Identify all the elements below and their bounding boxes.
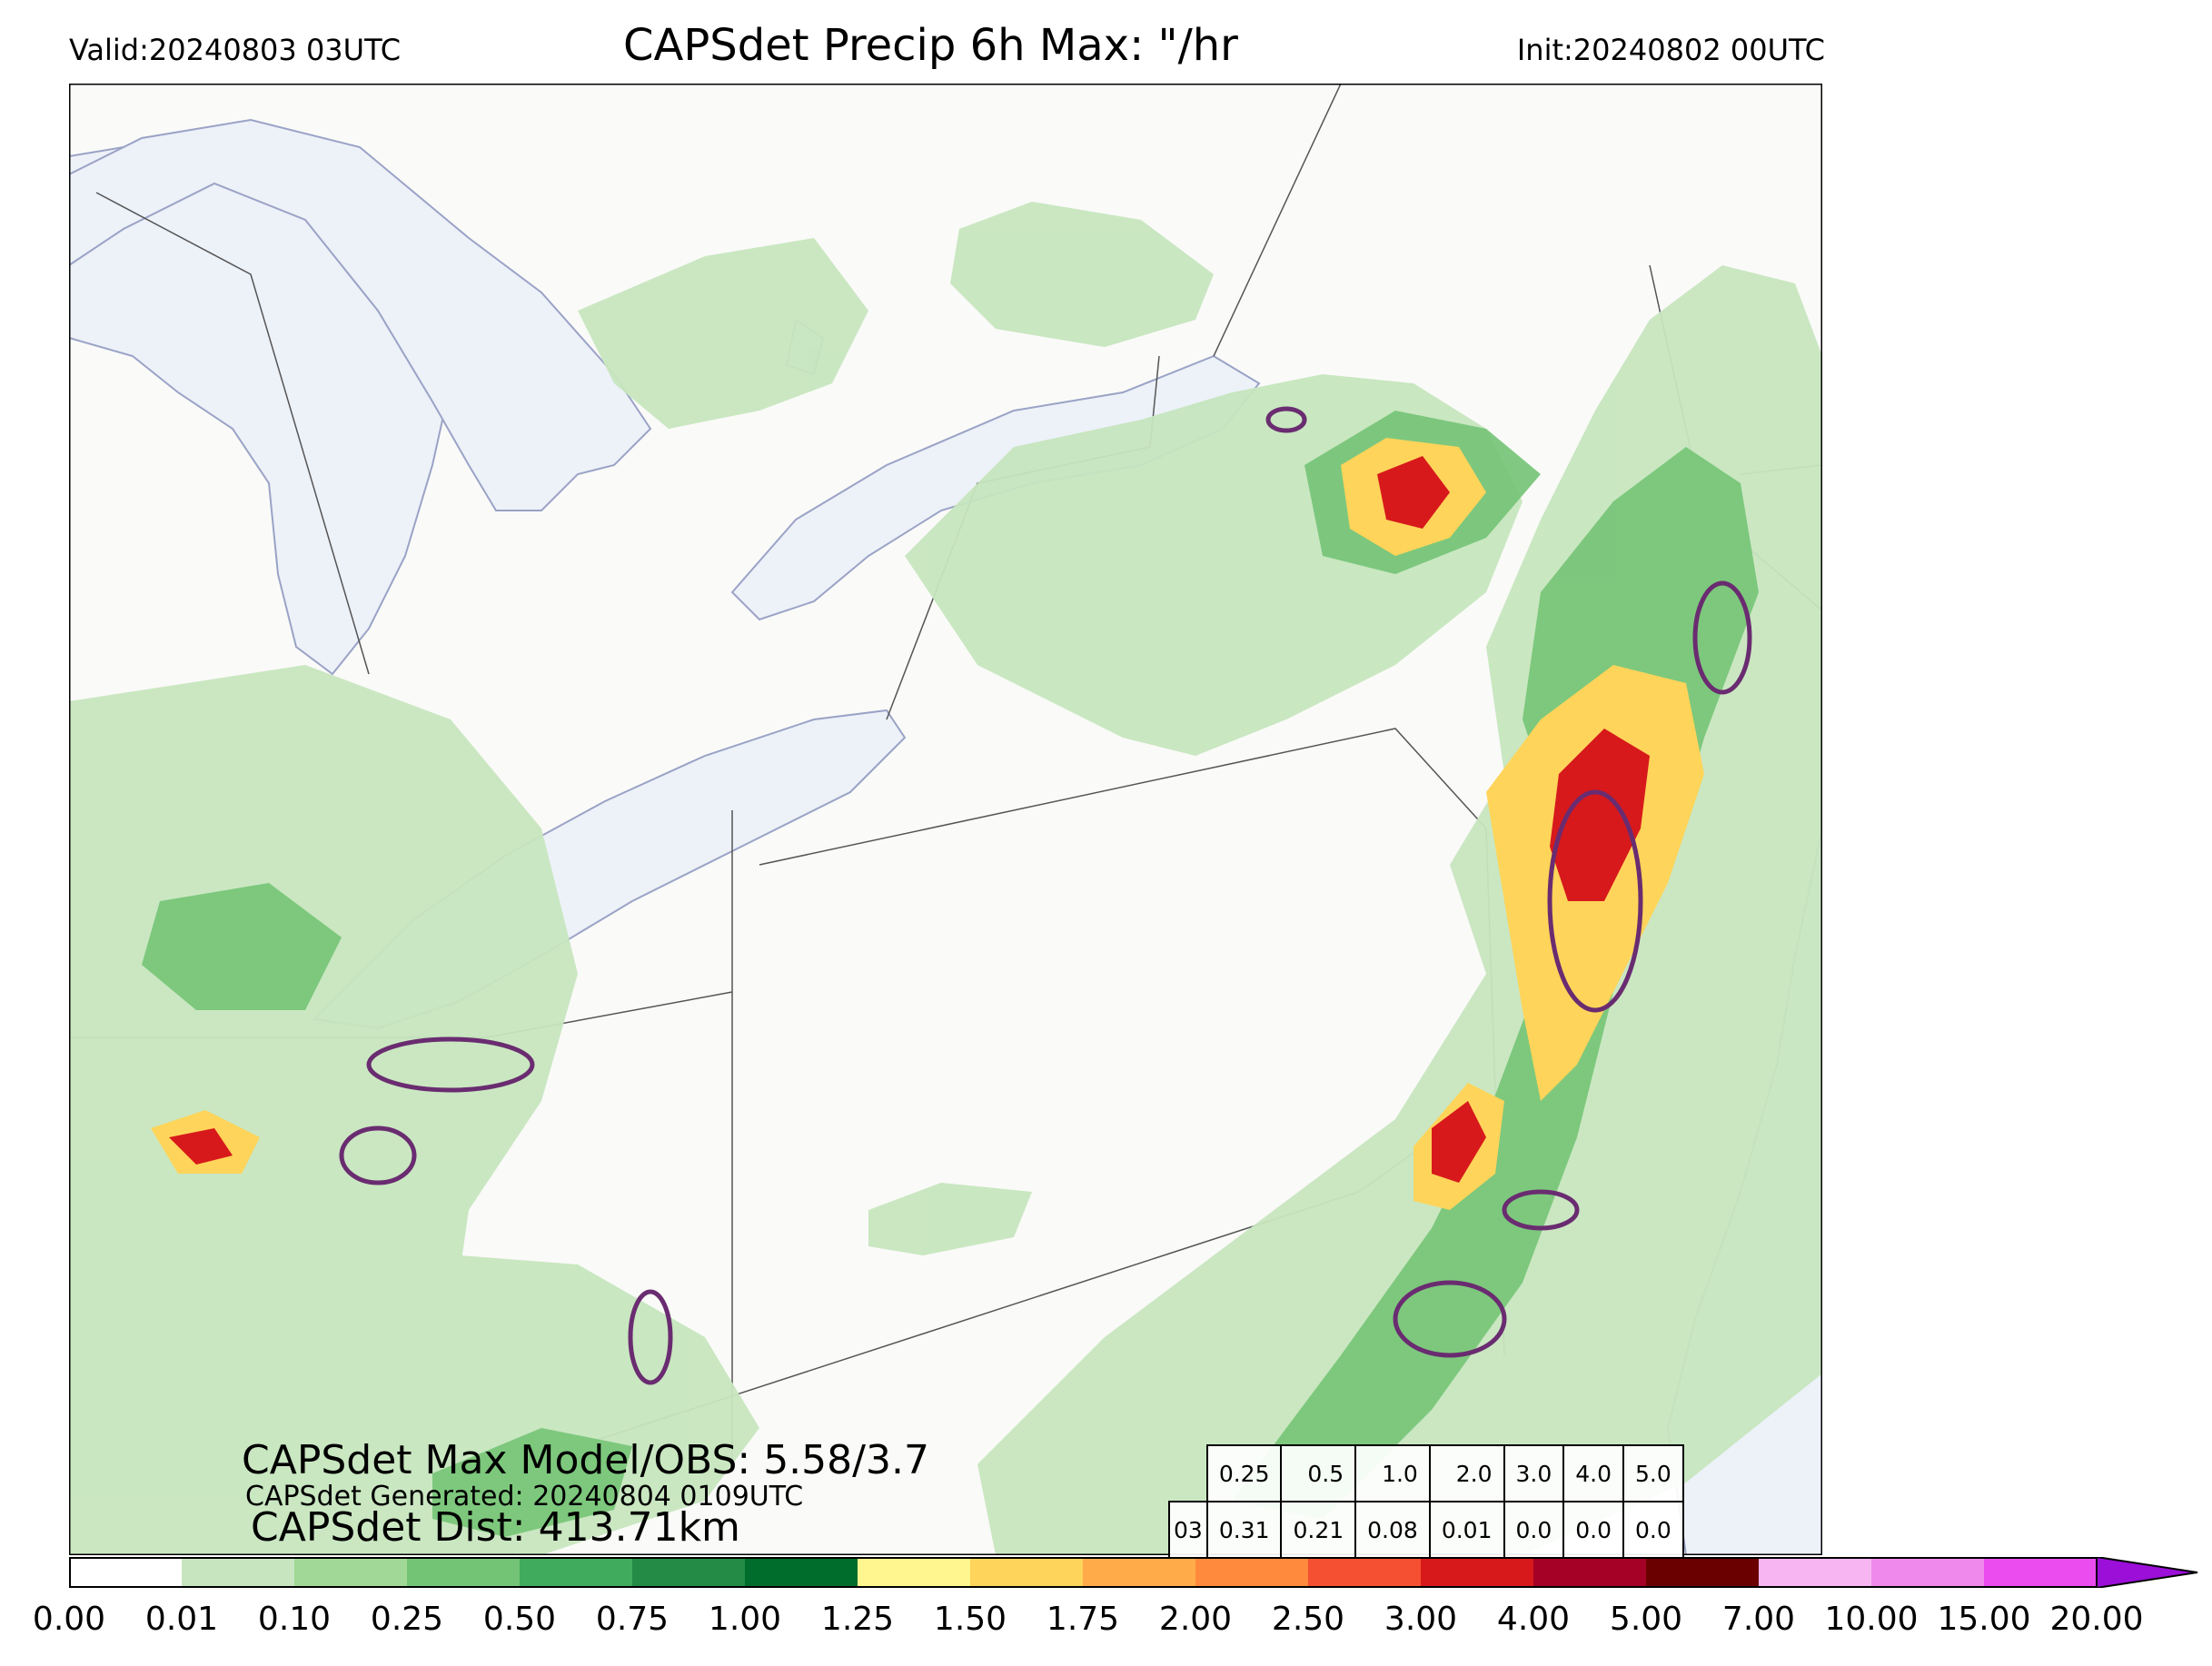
threshold-cell: 5.0 bbox=[1622, 1444, 1684, 1502]
colorbar-tick-label: 1.25 bbox=[820, 1601, 895, 1638]
colorbar-tick-label: 3.00 bbox=[1384, 1601, 1458, 1638]
colorbar-segment bbox=[1195, 1557, 1309, 1588]
init-time-label: Init:20240802 00UTC bbox=[1516, 33, 1825, 67]
colorbar-tick-label: 5.00 bbox=[1609, 1601, 1683, 1638]
colorbar-tick-label: 0.25 bbox=[370, 1601, 444, 1638]
value-cell: 0.08 bbox=[1354, 1501, 1431, 1559]
colorbar-tick-label: 7.00 bbox=[1721, 1601, 1796, 1638]
colorbar-segment bbox=[1984, 1557, 2098, 1588]
generated-text: CAPSdet Generated: 20240804 0109UTC bbox=[245, 1481, 804, 1512]
colorbar-segment bbox=[1308, 1557, 1422, 1588]
colorbar-segment bbox=[182, 1557, 295, 1588]
colorbar-frame bbox=[69, 1557, 2098, 1588]
colorbar-tick-label: 15.00 bbox=[1937, 1601, 2031, 1638]
colorbar-tick-label: 10.00 bbox=[1824, 1601, 1919, 1638]
threshold-cell: 0.25 bbox=[1205, 1444, 1283, 1502]
colorbar-extend-arrow bbox=[2096, 1557, 2198, 1588]
colorbar-tick-label: 1.75 bbox=[1046, 1601, 1120, 1638]
colorbar-segment bbox=[1646, 1557, 1760, 1588]
colorbar-segment bbox=[1533, 1557, 1647, 1588]
colorbar-tick-label: 20.00 bbox=[2049, 1601, 2144, 1638]
colorbar-segment bbox=[407, 1557, 521, 1588]
colorbar-tick-label: 4.00 bbox=[1496, 1601, 1571, 1638]
lake-huron bbox=[69, 118, 652, 511]
colorbar-segment bbox=[1759, 1557, 1872, 1588]
threshold-cell: 1.0 bbox=[1354, 1444, 1431, 1502]
threshold-stats-table: 0.25 0.5 1.0 2.0 3.0 4.0 5.0 03 0.31 0.2… bbox=[1168, 1444, 1684, 1559]
model-precip-extreme bbox=[169, 456, 1650, 1183]
value-cell: 0.0 bbox=[1503, 1501, 1565, 1559]
colorbar-tick-label: 2.00 bbox=[1158, 1601, 1233, 1638]
valid-time-label: Valid:20240803 03UTC bbox=[69, 33, 402, 67]
colorbar-tick-label: 0.75 bbox=[595, 1601, 670, 1638]
threshold-cell: 3.0 bbox=[1503, 1444, 1565, 1502]
threshold-cell: 0.5 bbox=[1280, 1444, 1357, 1502]
value-row: 03 0.31 0.21 0.08 0.01 0.0 0.0 0.0 bbox=[1168, 1501, 1684, 1559]
obs-contours bbox=[339, 406, 1752, 1385]
threshold-row: 0.25 0.5 1.0 2.0 3.0 4.0 5.0 bbox=[1169, 1444, 1684, 1502]
colorbar-segment bbox=[970, 1557, 1084, 1588]
colorbar-segment bbox=[69, 1557, 183, 1588]
colorbar-segment bbox=[1871, 1557, 1985, 1588]
value-cell: 0.21 bbox=[1280, 1501, 1357, 1559]
colorbar-segment bbox=[745, 1557, 858, 1588]
value-cell: 0.01 bbox=[1428, 1501, 1505, 1559]
distance-text: CAPSdet Dist: 413.71km bbox=[251, 1504, 740, 1551]
value-cell: 0.0 bbox=[1622, 1501, 1684, 1559]
colorbar-tick-label: 1.50 bbox=[933, 1601, 1007, 1638]
row-label: 03 bbox=[1168, 1501, 1208, 1559]
colorbar-segment bbox=[858, 1557, 971, 1588]
colorbar-tick-label: 1.00 bbox=[708, 1601, 782, 1638]
max-model-obs-text: CAPSdet Max Model/OBS: 5.58/3.7 bbox=[242, 1437, 929, 1483]
colorbar-segment bbox=[1083, 1557, 1196, 1588]
colorbar-tick-label: 0.10 bbox=[257, 1601, 332, 1638]
precip-map bbox=[69, 84, 1822, 1555]
colorbar-tick-label: 2.50 bbox=[1271, 1601, 1345, 1638]
colorbar-segment bbox=[1421, 1557, 1534, 1588]
colorbar-segment bbox=[520, 1557, 633, 1588]
value-cell: 0.31 bbox=[1205, 1501, 1283, 1559]
colorbar-segment bbox=[632, 1557, 746, 1588]
colorbar bbox=[69, 1557, 2198, 1588]
value-cell: 0.0 bbox=[1562, 1501, 1625, 1559]
colorbar-tick-label: 0.50 bbox=[482, 1601, 557, 1638]
colorbar-segment bbox=[294, 1557, 408, 1588]
threshold-cell: 4.0 bbox=[1562, 1444, 1625, 1502]
colorbar-tick-label: 0.01 bbox=[144, 1601, 219, 1638]
threshold-cell: 2.0 bbox=[1428, 1444, 1505, 1502]
colorbar-tick-label: 0.00 bbox=[32, 1601, 106, 1638]
chart-title: CAPSdet Precip 6h Max: "/hr bbox=[623, 20, 1238, 71]
